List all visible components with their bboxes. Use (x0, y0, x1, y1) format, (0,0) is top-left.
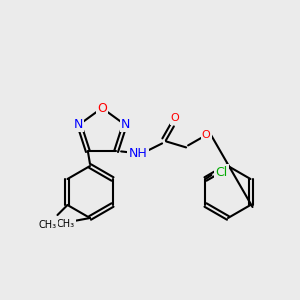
Text: N: N (74, 118, 83, 131)
Text: CH₃: CH₃ (38, 220, 56, 230)
Text: O: O (97, 101, 107, 115)
Text: O: O (202, 130, 211, 140)
Text: N: N (121, 118, 130, 131)
Text: CH₃: CH₃ (57, 219, 75, 229)
Text: Cl: Cl (215, 166, 228, 178)
Text: O: O (171, 113, 179, 123)
Text: NH: NH (129, 147, 148, 160)
